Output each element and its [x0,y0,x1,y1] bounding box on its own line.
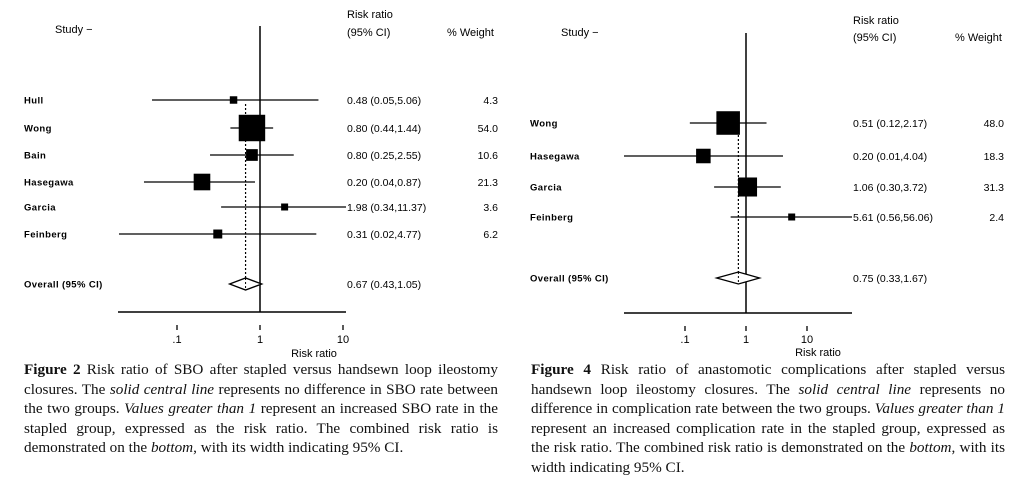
weight-value: 3.6 [483,202,498,214]
study-row: Feinberg 5.61 (0.56,56.06) 2.4 [530,212,1004,224]
weight-value: 18.3 [984,151,1005,163]
caption-text: , with its width indicating 95% CI. [193,439,404,457]
overall-label: Overall (95% CI) [530,274,609,285]
point-estimate-box [246,149,258,161]
point-estimate-box [213,229,223,239]
weight-value: 31.3 [984,182,1005,194]
study-name: Wong [24,124,52,135]
study-row: Feinberg 0.31 (0.02,4.77) 6.2 [24,229,498,241]
caption-emphasis: solid central line [798,380,912,398]
header-study: Study − [561,27,599,39]
x-axis-label: Risk ratio [291,348,337,360]
study-row: Wong 0.80 (0.44,1.44) 54.0 [24,114,499,142]
overall-row: Overall (95% CI) 0.67 (0.43,1.05) [24,277,421,291]
study-name: Garcia [24,203,56,214]
study-row: Hull 0.48 (0.05,5.06) 4.3 [24,95,498,107]
caption-text: represents no difference in SBO rate bet… [24,380,498,418]
x-tick-label: .1 [172,334,181,346]
overall-label: Overall (95% CI) [24,280,103,291]
point-estimate-box [738,177,758,197]
study-row: Hasegawa 0.20 (0.04,0.87) 21.3 [24,173,499,191]
caption-text: , with its width indicating 95% CI. [531,439,1005,476]
caption-text: represent an increased complication rate… [531,419,1005,457]
header-risk-ratio: Risk ratio [347,9,393,21]
point-estimate-box [788,213,796,221]
caption-emphasis: bottom [909,439,952,457]
risk-ratio-ci-value: 0.80 (0.25,2.55) [347,150,421,162]
study-name: Hasegawa [530,152,580,163]
study-row: Wong 0.51 (0.12,2.17) 48.0 [530,111,1004,135]
x-tick-label: .1 [680,334,689,346]
risk-ratio-ci-value: 0.48 (0.05,5.06) [347,95,421,107]
header-study: Study − [55,24,93,36]
study-name: Hasegawa [24,178,74,189]
caption-text: represent an increased SBO rate in the s… [24,400,498,457]
forest-plot-figure-4: Study − Risk ratio (95% CI) % Weight Wong 0.5… [530,15,1005,359]
point-estimate-box [281,203,289,211]
figure-label: Figure 2 [24,361,81,378]
weight-value: 6.2 [483,229,498,241]
header-weight: % Weight [955,32,1002,44]
header-risk-ratio: Risk ratio [853,15,899,27]
caption-text: Risk ratio of anastomotic complications … [531,361,1005,398]
weight-value: 21.3 [478,177,499,189]
point-estimate-box [193,173,211,191]
weight-value: 54.0 [478,123,499,135]
study-row: Bain 0.80 (0.25,2.55) 10.6 [24,149,498,162]
risk-ratio-ci-value: 5.61 (0.56,56.06) [853,212,933,224]
caption-text: represents no difference in complication… [531,380,1005,418]
figure-2-caption: Figure 2 Risk ratio of SBO after stapled… [24,360,498,458]
study-row: Garcia 1.06 (0.30,3.72) 31.3 [530,177,1005,197]
study-name: Wong [530,119,558,130]
overall-risk-ratio-ci-value: 0.75 (0.33,1.67) [853,273,927,285]
risk-ratio-ci-value: 0.31 (0.02,4.77) [347,229,421,241]
caption-emphasis: Values greater than 1 [124,400,257,418]
header-ci: (95% CI) [853,32,896,44]
risk-ratio-ci-value: 0.80 (0.44,1.44) [347,123,421,135]
overall-row: Overall (95% CI) 0.75 (0.33,1.67) [530,271,927,285]
caption-emphasis: Values greater than 1 [874,400,1005,418]
study-name: Feinberg [24,230,67,241]
caption-text: Risk ratio of SBO after stapled versus h… [24,361,499,398]
risk-ratio-ci-value: 0.20 (0.04,0.87) [347,177,421,189]
caption-emphasis: solid central line [109,380,215,398]
figure-4-caption: Figure 4 Risk ratio of anastomotic compl… [531,360,1005,478]
weight-value: 2.4 [989,212,1004,224]
point-estimate-box [229,96,238,104]
header-weight: % Weight [447,27,494,39]
forest-plot-figure-2: Study − Risk ratio (95% CI) % Weight Hull 0.4… [24,9,499,360]
risk-ratio-ci-value: 1.98 (0.34,11.37) [347,202,426,214]
study-name: Garcia [530,183,562,194]
figure-label: Figure 4 [531,361,592,378]
point-estimate-box [696,148,711,164]
study-row: Garcia 1.98 (0.34,11.37) 3.6 [24,202,498,214]
caption-emphasis: bottom [150,439,194,457]
point-estimate-box [716,111,740,135]
study-name: Bain [24,151,46,162]
x-tick-label: 10 [801,334,813,346]
x-tick-label: 1 [257,334,263,346]
risk-ratio-ci-value: 1.06 (0.30,3.72) [853,182,927,194]
weight-value: 10.6 [478,150,499,162]
x-axis-label: Risk ratio [795,347,841,359]
x-tick-label: 10 [337,334,349,346]
overall-risk-ratio-ci-value: 0.67 (0.43,1.05) [347,279,421,291]
risk-ratio-ci-value: 0.20 (0.01,4.04) [853,151,927,163]
point-estimate-box [238,114,266,142]
figure-4-panel: Study − Risk ratio (95% CI) % Weight Wong 0.5… [512,0,1023,491]
figure-2-panel: Study − Risk ratio (95% CI) % Weight Hull 0.4… [0,0,511,491]
weight-value: 48.0 [984,118,1005,130]
x-tick-label: 1 [743,334,749,346]
study-row: Hasegawa 0.20 (0.01,4.04) 18.3 [530,148,1005,164]
risk-ratio-ci-value: 0.51 (0.12,2.17) [853,118,927,130]
weight-value: 4.3 [483,95,498,107]
study-name: Feinberg [530,213,573,224]
header-ci: (95% CI) [347,27,390,39]
study-name: Hull [24,96,44,107]
